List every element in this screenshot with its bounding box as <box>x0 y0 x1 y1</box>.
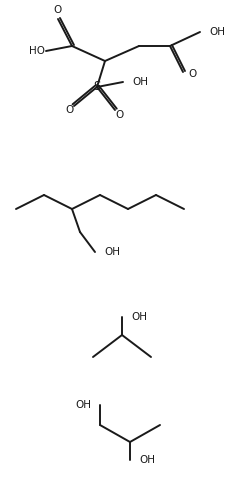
Text: O: O <box>66 105 74 115</box>
Text: OH: OH <box>132 77 148 87</box>
Text: S: S <box>93 80 101 94</box>
Text: OH: OH <box>75 400 91 410</box>
Text: OH: OH <box>104 247 120 257</box>
Text: OH: OH <box>139 455 155 465</box>
Text: HO: HO <box>29 46 45 56</box>
Text: O: O <box>115 110 123 120</box>
Text: OH: OH <box>209 27 225 37</box>
Text: O: O <box>54 5 62 15</box>
Text: O: O <box>188 69 196 79</box>
Text: OH: OH <box>131 312 147 322</box>
